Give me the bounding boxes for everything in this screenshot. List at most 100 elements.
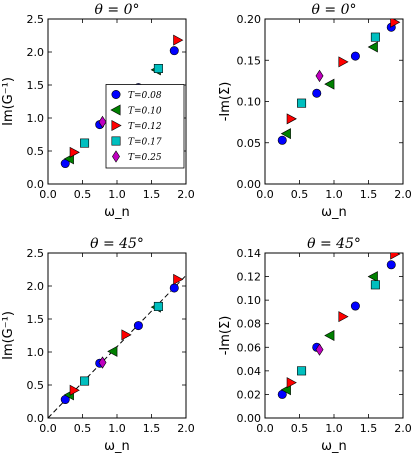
data-point	[153, 301, 163, 311]
x-tick-label: 1.0	[325, 422, 343, 435]
y-tick-label: 0.12	[237, 271, 262, 284]
y-tick-label: 0.14	[237, 247, 262, 260]
data-points	[277, 19, 401, 145]
data-point	[80, 138, 90, 148]
data-point	[107, 345, 118, 357]
legend-label: T=0.08	[128, 91, 162, 101]
legend-marker	[110, 104, 121, 116]
y-tick-label: 0.08	[237, 318, 262, 331]
data-point	[390, 253, 401, 260]
y-tick-label: 2.0	[27, 280, 45, 293]
data-point	[153, 64, 163, 74]
data-point	[324, 329, 335, 342]
data-point	[286, 113, 297, 125]
x-tick-label: 1.5	[360, 422, 378, 435]
y-tick-label: 0.20	[237, 13, 262, 26]
data-point	[370, 280, 380, 290]
data-point	[350, 51, 360, 61]
x-tick-label: 1.0	[108, 422, 126, 435]
x-tick-label: 2.0	[394, 188, 412, 201]
x-tick-label: 1.0	[325, 188, 343, 201]
chart-panel-1: 0.0 0.5 1.0 1.5 2.0 0.0 0.5 1.0 1.5 2.0 2.5 θ = 0° ω…	[1, 2, 195, 220]
data-points	[277, 253, 401, 399]
x-tick-label: 0.5	[291, 188, 309, 201]
data-point	[370, 32, 380, 42]
x-axis-label: ω_n	[321, 439, 347, 454]
legend-label: T=0.17	[128, 138, 162, 148]
legend-marker	[112, 150, 120, 163]
data-point	[297, 366, 307, 376]
y-tick-label: 2.0	[27, 46, 45, 59]
y-axis-label: Im(G⁻¹)	[1, 311, 16, 360]
data-point	[69, 146, 80, 158]
y-tick-label: 0.0	[27, 178, 45, 191]
legend-label: T=0.10	[128, 107, 162, 117]
data-point	[277, 135, 287, 145]
legend: T=0.08 T=0.10 T=0.12 T=0.17 T=0.25	[105, 84, 185, 169]
plot-frame	[264, 18, 404, 185]
data-point	[286, 377, 297, 389]
y-tick-label: 0.06	[237, 341, 262, 354]
y-tick-label: 0.00	[237, 178, 262, 191]
data-point	[367, 271, 378, 283]
data-point	[338, 56, 349, 68]
data-point	[315, 69, 324, 83]
x-tick-label: 0.5	[291, 422, 309, 435]
data-point	[350, 301, 360, 311]
data-point	[169, 46, 179, 56]
y-tick-label: 0.10	[237, 294, 262, 307]
y-tick-label: 0.00	[237, 412, 262, 425]
x-tick-label: 1.5	[143, 188, 161, 201]
data-point	[315, 343, 324, 356]
y-tick-label: 0.15	[237, 54, 262, 67]
y-tick-label: 1.0	[27, 346, 45, 359]
y-axis-label: -Im(Σ)	[218, 316, 233, 356]
x-tick-label: 0.0	[256, 422, 274, 435]
chart-panel-4: 0.0 0.5 1.0 1.5 2.0 0.00 0.02 0.04 0.06 0.08 0.10 0…	[218, 236, 412, 454]
data-point	[390, 19, 401, 28]
data-point	[173, 34, 184, 46]
x-tick-label: 2.0	[177, 188, 195, 201]
data-point	[297, 98, 307, 108]
y-tick-label: 1.5	[27, 313, 45, 326]
y-axis-label: Im(G⁻¹)	[1, 77, 16, 126]
legend-marker	[111, 90, 121, 100]
x-tick-label: 2.0	[394, 422, 412, 435]
y-tick-label: 0.5	[27, 379, 45, 392]
x-axis-label: ω_n	[321, 205, 347, 220]
x-tick-label: 0.0	[39, 188, 57, 201]
y-tick-label: 0.0	[27, 412, 45, 425]
y-tick-label: 0.05	[237, 137, 262, 150]
legend-marker	[111, 119, 122, 132]
y-tick-label: 1.0	[27, 112, 45, 125]
legend-label: T=0.12	[128, 122, 162, 132]
data-point	[121, 329, 132, 341]
y-axis-label: -Im(Σ)	[218, 82, 233, 122]
data-point	[280, 128, 291, 140]
x-tick-label: 1.0	[108, 188, 126, 201]
chart-title: θ = 45°	[90, 236, 144, 252]
x-tick-label: 0.5	[74, 422, 92, 435]
data-point	[386, 260, 396, 270]
x-tick-label: 0.5	[74, 188, 92, 201]
y-tick-label: 0.10	[237, 96, 262, 109]
data-point	[69, 384, 80, 396]
chart-panel-3: 0.0 0.5 1.0 1.5 2.0 0.0 0.5 1.0 1.5 2.0 2.5 θ = 45°…	[1, 236, 195, 454]
data-points	[60, 273, 184, 405]
legend-label: T=0.25	[128, 153, 162, 163]
data-point	[338, 311, 349, 323]
legend-marker	[111, 136, 121, 146]
x-tick-label: 1.5	[360, 188, 378, 201]
y-tick-label: 2.5	[27, 13, 45, 26]
y-tick-label: 1.5	[27, 79, 45, 92]
chart-panel-2: 0.0 0.5 1.0 1.5 2.0 0.00 0.05 0.10 0.15 0.20 θ = 0…	[218, 2, 412, 220]
x-tick-label: 2.0	[177, 422, 195, 435]
x-tick-label: 1.5	[143, 422, 161, 435]
data-point	[173, 273, 184, 285]
x-tick-label: 0.0	[39, 422, 57, 435]
chart-title: θ = 45°	[307, 236, 361, 252]
data-point	[312, 88, 322, 98]
data-point	[324, 78, 335, 90]
x-axis-label: ω_n	[104, 205, 130, 220]
